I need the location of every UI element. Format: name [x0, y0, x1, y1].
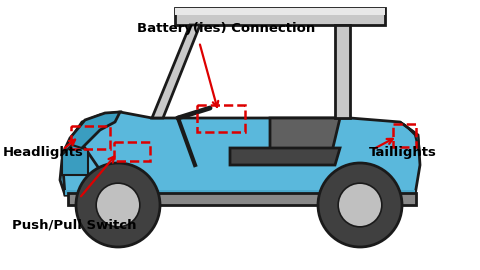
Polygon shape [60, 112, 420, 195]
Polygon shape [230, 148, 340, 165]
Bar [114, 142, 150, 161]
Text: Push/Pull Switch: Push/Pull Switch [12, 219, 136, 232]
Polygon shape [175, 8, 385, 25]
Polygon shape [62, 148, 100, 195]
Bar [197, 105, 245, 132]
Polygon shape [335, 25, 350, 118]
Polygon shape [400, 122, 420, 155]
Polygon shape [62, 112, 120, 162]
Bar [71, 126, 110, 149]
Bar [68, 193, 416, 205]
Text: Battery(ies) Connection: Battery(ies) Connection [137, 22, 315, 35]
Text: Headlights: Headlights [2, 146, 83, 159]
Polygon shape [65, 190, 415, 195]
Circle shape [338, 183, 382, 227]
Bar [393, 124, 416, 147]
Text: Taillights: Taillights [369, 146, 436, 159]
Polygon shape [270, 118, 340, 160]
Circle shape [96, 183, 140, 227]
Polygon shape [152, 25, 200, 118]
Circle shape [76, 163, 160, 247]
Bar [175, 8, 385, 15]
Circle shape [318, 163, 402, 247]
Polygon shape [62, 145, 88, 175]
